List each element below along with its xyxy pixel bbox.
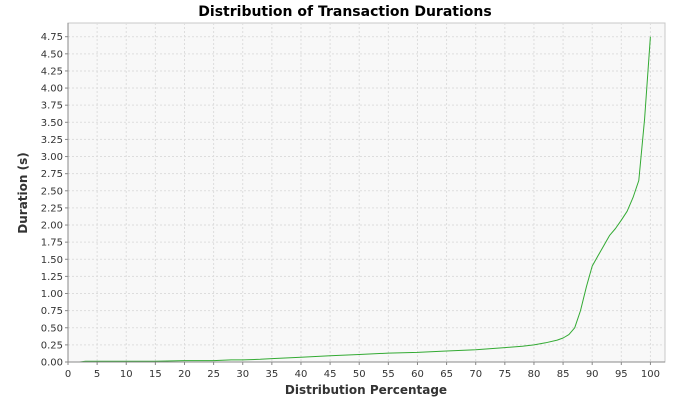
x-tick-label-7: 35	[265, 369, 278, 380]
x-tick-label-8: 40	[295, 369, 308, 380]
y-tick-label-4: 1.00	[41, 289, 63, 300]
x-tick-label-10: 50	[353, 369, 366, 380]
x-axis: 0 5 10 15 20 25 30 35 40 45 50 55 60 65 70 75 80 85 90 95 10…	[65, 361, 665, 380]
plot-area	[67, 22, 666, 363]
x-tick-label-20: 100	[641, 369, 660, 380]
y-tick-label-3: 0.75	[41, 306, 63, 317]
x-tick-label-13: 65	[440, 369, 453, 380]
y-tick-label-12: 3.00	[41, 152, 63, 163]
y-tick-label-7: 1.75	[41, 238, 63, 249]
x-tick-label-16: 80	[528, 369, 541, 380]
x-tick-label-15: 75	[498, 369, 511, 380]
y-tick-label-2: 0.50	[41, 323, 63, 334]
x-tick-label-1: 5	[94, 369, 100, 380]
y-tick-label-9: 2.25	[41, 203, 63, 214]
series-line-0	[68, 36, 651, 363]
x-tick-label-12: 60	[411, 369, 424, 380]
x-tick-label-5: 25	[207, 369, 220, 380]
y-tick-label-13: 3.25	[41, 135, 63, 146]
y-tick-label-18: 4.50	[41, 49, 63, 60]
chart-title: Distribution of Transaction Durations	[198, 4, 491, 20]
x-tick-label-3: 15	[149, 369, 162, 380]
x-tick-label-2: 10	[120, 369, 133, 380]
y-axis-label: Duration (s)	[16, 152, 30, 233]
y-tick-label-16: 4.00	[41, 84, 63, 95]
series-group	[68, 36, 651, 363]
x-tick-label-9: 45	[324, 369, 337, 380]
x-tick-label-19: 95	[615, 369, 628, 380]
y-tick-label-17: 4.25	[41, 66, 63, 77]
y-tick-label-1: 0.25	[41, 340, 63, 351]
x-tick-label-4: 20	[178, 369, 191, 380]
y-tick-label-14: 3.50	[41, 118, 63, 129]
y-tick-label-6: 1.50	[41, 255, 63, 266]
x-tick-label-6: 30	[236, 369, 249, 380]
y-tick-label-15: 3.75	[41, 101, 63, 112]
y-tick-label-11: 2.75	[41, 169, 63, 180]
y-axis: 0.00 0.25 0.50 0.75 1.00 1.25 1.50 1.75 2.00 2.25…	[41, 23, 69, 369]
y-tick-label-19: 4.75	[41, 32, 63, 43]
x-tick-label-18: 90	[586, 369, 599, 380]
x-axis-label: Distribution Percentage	[285, 383, 447, 397]
grid-lines	[67, 23, 665, 363]
y-tick-label-5: 1.25	[41, 272, 63, 283]
y-tick-label-0: 0.00	[41, 358, 63, 369]
y-tick-label-8: 2.00	[41, 221, 63, 232]
x-tick-label-17: 85	[557, 369, 570, 380]
x-tick-label-11: 55	[382, 369, 395, 380]
x-tick-label-14: 70	[469, 369, 482, 380]
y-tick-label-10: 2.50	[41, 186, 63, 197]
x-tick-label-0: 0	[65, 369, 71, 380]
